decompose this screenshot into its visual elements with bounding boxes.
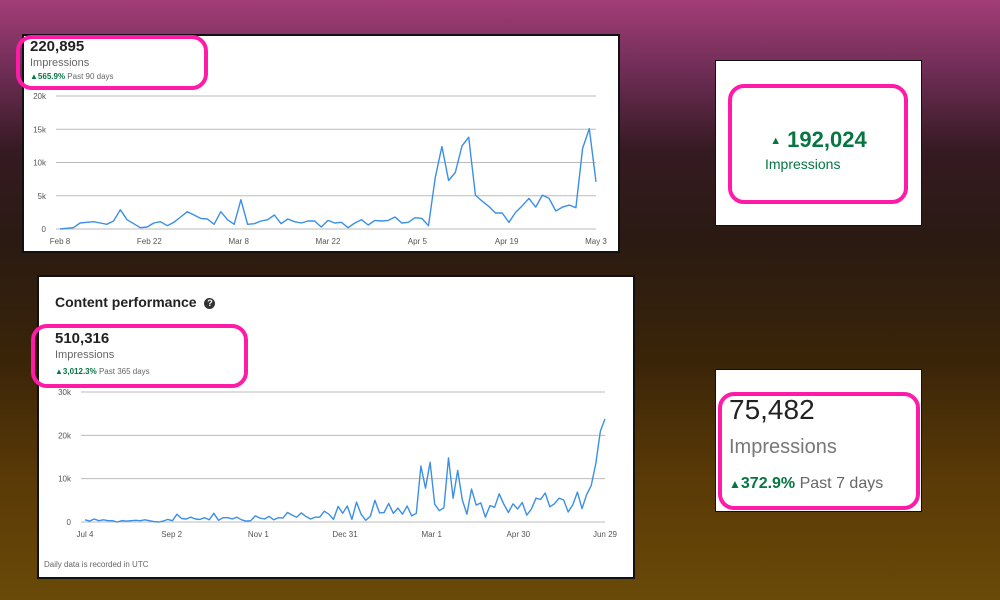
y-tick-label: 15k	[33, 125, 47, 134]
impressions-line-chart: 0 5k 10k 15k 20k Feb 8 Feb 22 Mar 8 Mar 22 Apr 5 A…	[33, 92, 607, 246]
y-tick-label: 20k	[58, 431, 72, 440]
change-percent: 565.9%	[37, 72, 66, 81]
y-tick-label: 10k	[58, 475, 72, 484]
triangle-up-icon: ▲	[729, 477, 741, 491]
x-tick-label: Dec 31	[332, 530, 358, 539]
impressions-value: 220,895	[30, 38, 85, 55]
section-title-row: Content performance ?	[55, 294, 216, 310]
section-title: Content performance	[55, 294, 197, 310]
y-tick-label: 30k	[58, 388, 72, 397]
period-label: Past 90 days	[67, 72, 114, 81]
x-tick-label: Nov 1	[248, 530, 269, 539]
impressions-label: Impressions	[765, 156, 841, 172]
highlight-box	[31, 324, 248, 388]
footnote: Daily data is recorded in UTC	[44, 560, 149, 569]
y-tick-label: 0	[42, 225, 47, 234]
x-tick-label: Mar 1	[421, 530, 442, 539]
highlight-box	[728, 84, 908, 204]
x-tick-label: Jun 29	[593, 530, 618, 539]
change-row: ▲565.9% Past 90 days	[30, 72, 114, 81]
impressions-line-chart: 0 10k 20k 30k Jul 4 Sep 2 Nov 1 Dec 31 Mar 1 Apr …	[58, 388, 618, 539]
x-tick-label: Sep 2	[161, 530, 182, 539]
y-tick-label: 0	[67, 518, 72, 527]
impressions-value: 192,024	[787, 127, 867, 152]
triangle-up-icon: ▲	[770, 135, 782, 148]
impressions-value: 510,316	[55, 330, 110, 347]
period-label: Past 7 days	[799, 475, 884, 492]
change-percent: 3,012.3%	[62, 367, 97, 376]
period-label: Past 365 days	[98, 367, 150, 376]
question-circle-icon[interactable]: ?	[204, 297, 216, 309]
impressions-label: Impressions	[55, 349, 115, 361]
content-performance-card: Content performance ? 510,316 Impression…	[37, 275, 635, 579]
triangle-up-icon: ▲	[55, 367, 63, 376]
impressions-90-day-card: 220,895 Impressions ▲565.9% Past 90 days…	[22, 34, 620, 253]
x-tick-label: Feb 8	[50, 237, 71, 246]
impressions-label: Impressions	[30, 57, 90, 69]
change-row: ▲372.9% Past 7 days	[729, 475, 883, 493]
impressions-series-line	[84, 418, 606, 523]
x-tick-label: May 3	[585, 237, 607, 246]
x-tick-label: Jul 4	[77, 530, 94, 539]
triangle-up-icon: ▲	[30, 72, 38, 81]
y-tick-label: 5k	[38, 192, 47, 201]
x-tick-label: Feb 22	[137, 237, 162, 246]
x-tick-label: Mar 8	[228, 237, 249, 246]
x-tick-label: Apr 30	[507, 530, 531, 539]
highlight-box	[16, 35, 208, 90]
x-tick-label: Apr 19	[495, 237, 519, 246]
impressions-series-line	[59, 127, 597, 230]
y-tick-label: 20k	[33, 92, 47, 101]
metric-value-row: ▲ 192,024	[716, 127, 921, 153]
y-tick-label: 10k	[33, 159, 47, 168]
impressions-value: 75,482	[729, 394, 815, 425]
change-row: ▲3,012.3% Past 365 days	[55, 367, 150, 376]
highlight-box	[718, 392, 920, 510]
impressions-label: Impressions	[729, 436, 837, 458]
change-percent: 372.9%	[740, 475, 796, 492]
x-tick-label: Mar 22	[316, 237, 341, 246]
x-tick-label: Apr 5	[408, 237, 428, 246]
